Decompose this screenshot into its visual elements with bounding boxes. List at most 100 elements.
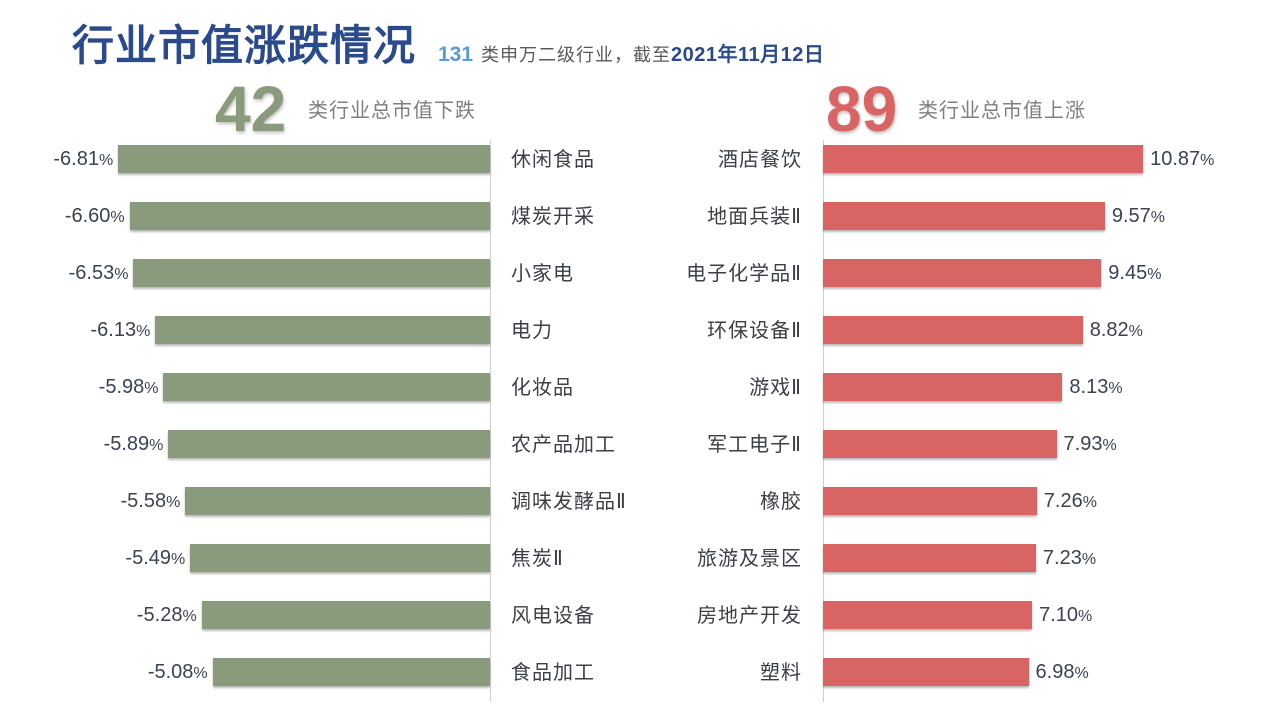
value-number: -5.58 [120, 490, 167, 512]
decline-category-label: 食品加工 [511, 660, 595, 684]
value-unit: % [1128, 323, 1143, 340]
decline-category-label: 休闲食品 [511, 147, 595, 171]
rise-value-label: 7.23% [1043, 544, 1096, 572]
rise-bar [823, 145, 1144, 173]
value-unit: % [114, 266, 129, 283]
rise-category-label: 电子化学品Ⅱ [686, 261, 802, 285]
rise-value-label: 7.26% [1044, 487, 1097, 515]
rise-bar [823, 373, 1063, 401]
rise-value-label: 7.93% [1064, 430, 1117, 458]
value-unit: % [1078, 608, 1093, 625]
decline-category-label: 小家电 [511, 261, 574, 285]
value-number: -6.13 [90, 319, 137, 341]
value-number: -5.08 [147, 661, 194, 683]
rise-category-label: 酒店餐饮 [718, 147, 802, 171]
decline-bar [190, 544, 490, 572]
rise-bar [823, 601, 1033, 629]
rise-bar [823, 658, 1029, 686]
value-number: -5.28 [136, 604, 183, 626]
decline-value-label: -6.13% [90, 316, 150, 344]
value-number: -6.81 [53, 148, 99, 170]
decline-caption: 类行业总市值下跌 [308, 98, 476, 122]
value-number: -5.98 [98, 376, 145, 398]
decline-bar [118, 145, 490, 173]
value-number: 7.10 [1039, 604, 1079, 626]
rise-value-label: 9.57% [1112, 202, 1165, 230]
rise-bar [823, 544, 1036, 572]
decline-bar [212, 658, 490, 686]
rise-bar [823, 202, 1105, 230]
value-unit: % [136, 323, 151, 340]
value-number: -5.89 [103, 433, 150, 455]
value-unit: % [1082, 494, 1097, 511]
value-number: 9.57 [1111, 205, 1151, 227]
value-unit: % [1074, 665, 1089, 682]
decline-value-label: -6.53% [69, 259, 129, 287]
value-unit: % [149, 437, 164, 454]
decline-value-label: -6.60% [65, 202, 125, 230]
decline-category-label: 调味发酵品Ⅱ [511, 489, 627, 513]
decline-category-label: 电力 [511, 318, 553, 342]
value-unit: % [1102, 437, 1117, 454]
decline-value-label: -5.98% [99, 373, 159, 401]
value-number: -6.60 [64, 205, 111, 227]
value-number: 9.45 [1108, 262, 1148, 284]
rise-category-label: 塑料 [760, 660, 802, 684]
rise-category-label: 游戏Ⅱ [749, 375, 802, 399]
rise-bar [823, 316, 1083, 344]
decline-value-label: -5.89% [104, 430, 164, 458]
rise-bar [823, 259, 1102, 287]
rise-category-label: 环保设备Ⅱ [707, 318, 802, 342]
rise-value-label: 9.45% [1108, 259, 1161, 287]
value-unit: % [144, 380, 159, 397]
value-unit: % [110, 209, 125, 226]
rise-value-label: 8.82% [1090, 316, 1143, 344]
decline-bar [129, 202, 490, 230]
rise-value-label: 10.87% [1150, 145, 1214, 173]
value-number: -5.49 [125, 547, 172, 569]
decline-bar [201, 601, 490, 629]
value-unit: % [171, 551, 186, 568]
rise-category-label: 军工电子Ⅱ [707, 432, 802, 456]
decline-category-label: 焦炭Ⅱ [511, 546, 564, 570]
value-unit: % [1200, 152, 1215, 169]
value-unit: % [193, 665, 208, 682]
rise-caption: 类行业总市值上涨 [918, 98, 1086, 122]
decline-category-label: 煤炭开采 [511, 204, 595, 228]
decline-value-label: -5.58% [121, 487, 181, 515]
decline-category-label: 风电设备 [511, 603, 595, 627]
decline-value-label: -5.49% [125, 544, 185, 572]
value-number: 6.98 [1035, 661, 1075, 683]
rise-bar [823, 430, 1057, 458]
rise-category-label: 橡胶 [760, 489, 802, 513]
rise-value-label: 8.13% [1069, 373, 1122, 401]
decline-value-label: -5.08% [148, 658, 208, 686]
value-number: 7.26 [1043, 490, 1083, 512]
value-unit: % [182, 608, 197, 625]
rise-bar [823, 487, 1037, 515]
decline-count: 42 [215, 73, 287, 145]
rise-value-label: 7.10% [1039, 601, 1092, 629]
decline-bar [133, 259, 490, 287]
value-unit: % [1108, 380, 1123, 397]
subtitle-date: 2021年11月12日 [671, 44, 825, 66]
rise-category-label: 旅游及景区 [697, 546, 802, 570]
subtitle: 131 类申万二级行业，截至2021年11月12日 [438, 43, 824, 68]
value-number: 8.82 [1089, 319, 1129, 341]
rise-count: 89 [826, 73, 898, 145]
value-unit: % [1150, 209, 1165, 226]
decline-bar [163, 373, 490, 401]
decline-axis-line [490, 140, 491, 702]
decline-value-label: -5.28% [137, 601, 197, 629]
value-number: -6.53 [68, 262, 115, 284]
value-unit: % [1147, 266, 1162, 283]
page-title: 行业市值涨跌情况 [72, 21, 417, 70]
decline-bar [185, 487, 490, 515]
value-number: 7.93 [1063, 433, 1103, 455]
rise-axis-line [823, 140, 824, 702]
subtitle-text: 类申万二级行业，截至 [481, 45, 672, 66]
decline-bar [155, 316, 490, 344]
value-unit: % [98, 152, 114, 169]
